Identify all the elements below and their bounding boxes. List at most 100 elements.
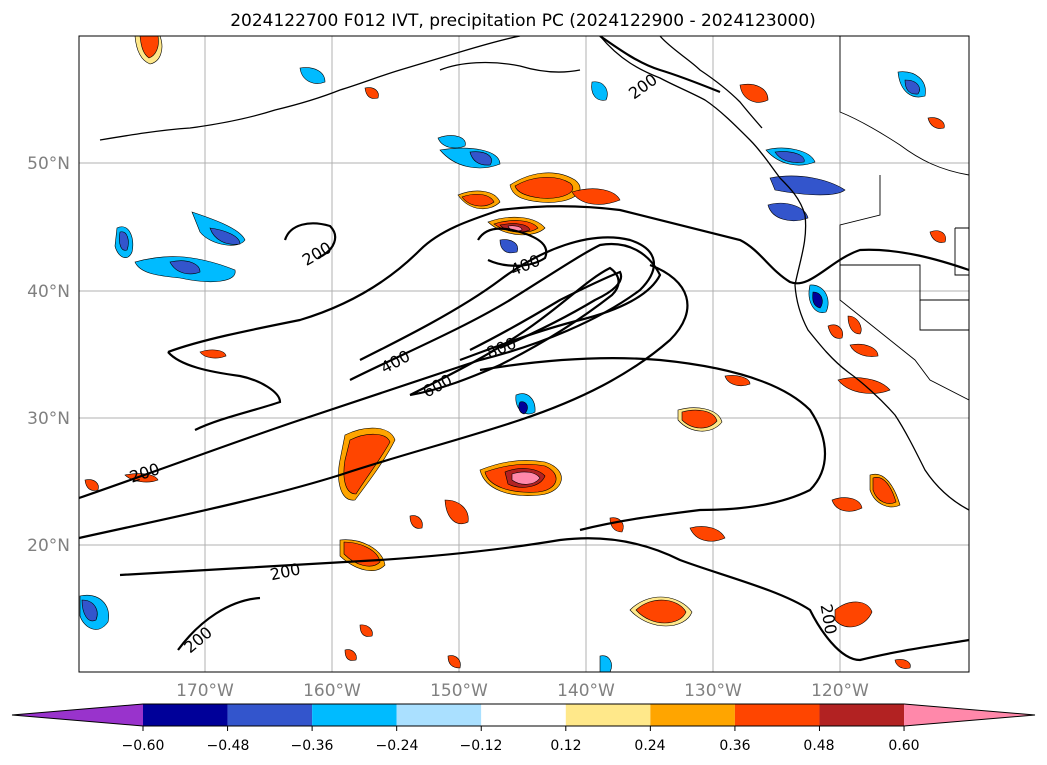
precip-patch (927, 117, 945, 129)
colorbar-tick-label: −0.60 (122, 738, 165, 754)
map-title: 2024122700 F012 IVT, precipitation PC (2… (230, 11, 816, 31)
precip-patch (359, 624, 373, 637)
precip-patch (837, 377, 891, 394)
precip-patch (739, 83, 769, 103)
precip-patch (827, 324, 843, 339)
precip-patch (904, 79, 920, 95)
precip-patch (511, 471, 541, 485)
colorbar-ticks (142, 726, 905, 731)
precip-patch (774, 151, 805, 163)
precip-patch (437, 135, 466, 149)
colorbar-tick-label: 0.24 (634, 738, 665, 754)
aleutian-coastline (99, 36, 521, 141)
lon-label-160w: 160°W (303, 681, 361, 701)
precip-patch (894, 659, 911, 669)
precip-patch (929, 230, 946, 243)
precip-patch (872, 477, 897, 504)
lat-label-40n: 40°N (27, 282, 70, 302)
lon-label-170w: 170°W (176, 681, 234, 701)
negative-anomaly-patches (79, 67, 926, 672)
colorbar-segment (481, 704, 566, 726)
precip-patch (81, 599, 98, 622)
lon-label-130w: 130°W (684, 681, 742, 701)
precip-patch (344, 649, 357, 661)
colorbar-segment (312, 704, 397, 726)
coastlines (99, 36, 969, 511)
alaska-peninsula-coast (439, 61, 581, 73)
contour-200 (79, 263, 689, 540)
precip-patch (139, 36, 159, 59)
precip-patch (299, 67, 326, 84)
colorbar: −0.60 −0.48 −0.36 −0.24 −0.12 0.12 0.24 … (11, 703, 1036, 754)
contour-200 (177, 36, 721, 651)
precip-patch (591, 81, 608, 101)
precip-patch (84, 479, 99, 491)
precip-anomaly-fields (79, 36, 946, 672)
state-border-interior (919, 300, 969, 331)
precip-patch (518, 401, 528, 415)
us-canada-border (839, 36, 969, 176)
ivt-contours (79, 36, 969, 662)
contour-200 (119, 537, 969, 662)
map-border (78, 35, 970, 673)
contour-600 (409, 266, 620, 397)
precip-patch (812, 291, 823, 309)
precip-patch (209, 227, 241, 245)
precip-patch (364, 87, 379, 99)
lat-label-50n: 50°N (27, 154, 70, 174)
precip-patch (343, 433, 391, 495)
precip-patch (635, 599, 687, 624)
colorbar-segment (904, 704, 1035, 726)
colorbar-segment (143, 704, 228, 726)
contour-200 (479, 356, 827, 532)
positive-anomaly-patches (84, 36, 946, 669)
colorbar-tick-label: 0.12 (550, 738, 581, 754)
north-america-coastline (599, 36, 969, 511)
precip-patch (119, 231, 129, 251)
colorbar-tick-label: −0.36 (291, 738, 334, 754)
colorbar-segment (819, 704, 905, 726)
map-frame: 200 200 200 200 200 200 400 400 600 800 (78, 35, 970, 673)
lon-label-140w: 140°W (557, 681, 615, 701)
colorbar-segment (12, 704, 143, 726)
map-background (79, 36, 969, 672)
precip-patch (847, 315, 862, 335)
lon-label-150w: 150°W (430, 681, 488, 701)
longitude-labels: 170°W 160°W 150°W 140°W 130°W 120°W (176, 681, 869, 701)
precip-patch (834, 601, 873, 628)
contour-400 (349, 242, 662, 381)
colorbar-tick-label: 0.48 (803, 738, 834, 754)
precip-patch (767, 202, 809, 221)
colorbar-tick-label: −0.48 (207, 738, 250, 754)
colorbar-tick-labels: −0.60 −0.48 −0.36 −0.24 −0.12 0.12 0.24 … (122, 738, 920, 754)
precip-patch (514, 177, 573, 199)
precip-patch (831, 497, 863, 512)
colorbar-segments (11, 703, 1036, 727)
colorbar-segment (650, 704, 735, 726)
colorbar-segment (565, 704, 651, 726)
political-borders (839, 36, 969, 401)
colorbar-segment (227, 704, 313, 726)
colorbar-segment (396, 704, 482, 726)
precip-patch (849, 343, 879, 357)
colorbar-segment (734, 704, 820, 726)
precip-patch (724, 375, 751, 387)
precip-patch (447, 655, 461, 669)
precip-patch (571, 188, 621, 205)
lat-label-20n: 20°N (27, 536, 70, 556)
lat-label-30n: 30°N (27, 409, 70, 429)
precip-patch (444, 499, 469, 524)
lon-label-120w: 120°W (811, 681, 869, 701)
contour-400 (477, 227, 548, 267)
precip-patch (599, 655, 612, 672)
precip-patch (469, 151, 492, 166)
precip-patch (499, 239, 518, 254)
state-border-west (839, 265, 969, 401)
precip-patch (681, 409, 718, 429)
precip-patch (461, 193, 495, 207)
latitude-labels: 50°N 40°N 30°N 20°N (27, 154, 70, 556)
colorbar-tick-label: 0.36 (719, 738, 750, 754)
state-border-east (954, 227, 969, 276)
precip-patch (169, 260, 201, 275)
